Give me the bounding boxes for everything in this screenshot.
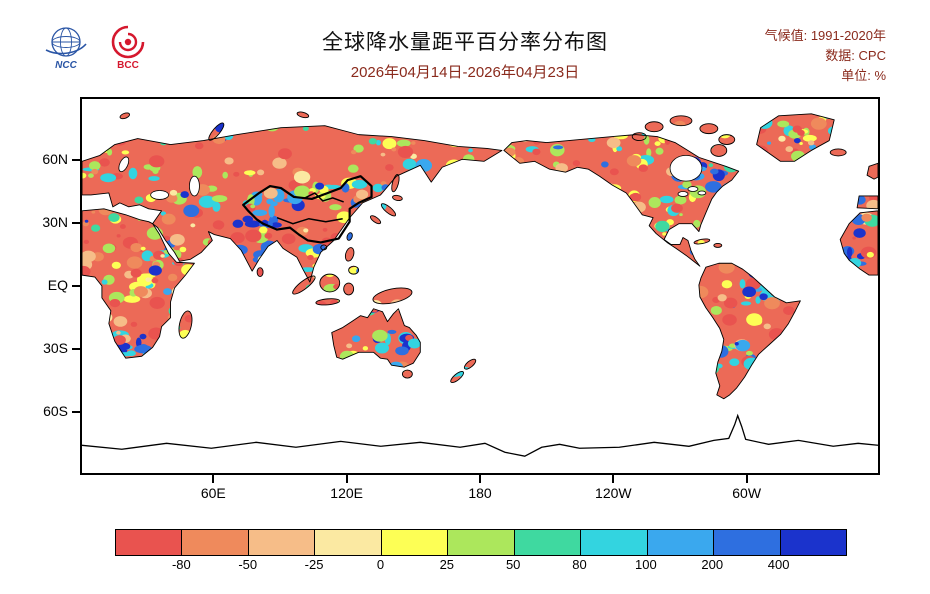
lon-tick xyxy=(612,475,615,483)
map-date-range: 2026年04月14日-2026年04月23日 xyxy=(350,64,580,81)
meta-unit: 单位: % xyxy=(765,66,886,86)
colorbar-tick-label: 25 xyxy=(439,557,455,572)
colorbar-cell xyxy=(380,530,448,555)
colorbar-tick-label: -80 xyxy=(171,557,191,572)
meta-value: 1991-2020年 xyxy=(810,28,886,43)
colorbar-cell xyxy=(247,530,315,555)
colorbar-cell xyxy=(580,530,647,555)
lon-tick xyxy=(479,475,481,483)
world-map-svg xyxy=(82,110,878,473)
lat-tick-label: 60N xyxy=(42,151,68,167)
bcc-logo: BCC xyxy=(111,25,145,71)
colorbar-cell xyxy=(513,530,581,555)
lat-tick xyxy=(72,348,80,350)
colorbar-cell xyxy=(779,530,846,555)
map-title: 全球降水量距平百分率分布图 xyxy=(322,31,608,54)
lon-tick-label: 60E xyxy=(200,485,226,501)
meta-label: 单位: xyxy=(841,68,871,83)
colorbar-cell xyxy=(181,530,248,555)
colorbar xyxy=(115,529,847,556)
lat-tick xyxy=(72,285,80,287)
colorbar-tick-label: -50 xyxy=(238,557,258,572)
colorbar-tick-label: 400 xyxy=(767,557,790,572)
lat-tick xyxy=(72,159,80,161)
meta-climatology: 气候值: 1991-2020年 xyxy=(765,26,886,46)
meta-info: 气候值: 1991-2020年 数据: CPC 单位: % xyxy=(765,26,886,86)
lat-tick-label: 30N xyxy=(42,214,68,230)
bcc-logo-text: BCC xyxy=(117,60,139,71)
colorbar-tick-label: 100 xyxy=(635,557,657,572)
colorbar-tick-label: 200 xyxy=(701,557,724,572)
lon-tick xyxy=(212,475,215,483)
world-map xyxy=(80,97,880,475)
meta-value: CPC xyxy=(858,48,886,63)
colorbar-tick-label: 80 xyxy=(572,557,587,572)
meta-source: 数据: CPC xyxy=(765,46,886,66)
lat-tick xyxy=(72,222,80,224)
lat-tick xyxy=(72,411,80,413)
lon-tick xyxy=(745,475,748,483)
colorbar-cell xyxy=(314,530,381,555)
ncc-logo-text: NCC xyxy=(55,60,77,71)
lon-tick-label: 120E xyxy=(330,485,363,501)
ncc-logo: NCC xyxy=(45,27,87,71)
lon-tick-label: 60W xyxy=(732,485,762,501)
lon-tick-label: 120W xyxy=(595,485,632,501)
lat-tick-label: 60S xyxy=(43,403,68,419)
lat-tick-label: 30S xyxy=(43,340,68,356)
lon-tick-label: 180 xyxy=(468,485,492,501)
colorbar-tick-label: -25 xyxy=(304,557,324,572)
meta-label: 气候值: xyxy=(764,28,808,43)
colorbar-cell xyxy=(447,530,514,555)
colorbar-tick-label: 0 xyxy=(376,557,385,572)
meta-label: 数据: xyxy=(825,48,855,63)
lon-tick xyxy=(345,475,348,483)
colorbar-cell xyxy=(646,530,714,555)
meta-value: % xyxy=(874,68,886,83)
colorbar-tick-label: 50 xyxy=(505,557,521,572)
colorbar-cell xyxy=(116,530,182,555)
lat-tick-label: EQ xyxy=(47,277,68,293)
colorbar-cell xyxy=(713,530,780,555)
colorbar-labels: -80 -50 -25 0 25 50 80 100 200 400 xyxy=(115,557,845,573)
